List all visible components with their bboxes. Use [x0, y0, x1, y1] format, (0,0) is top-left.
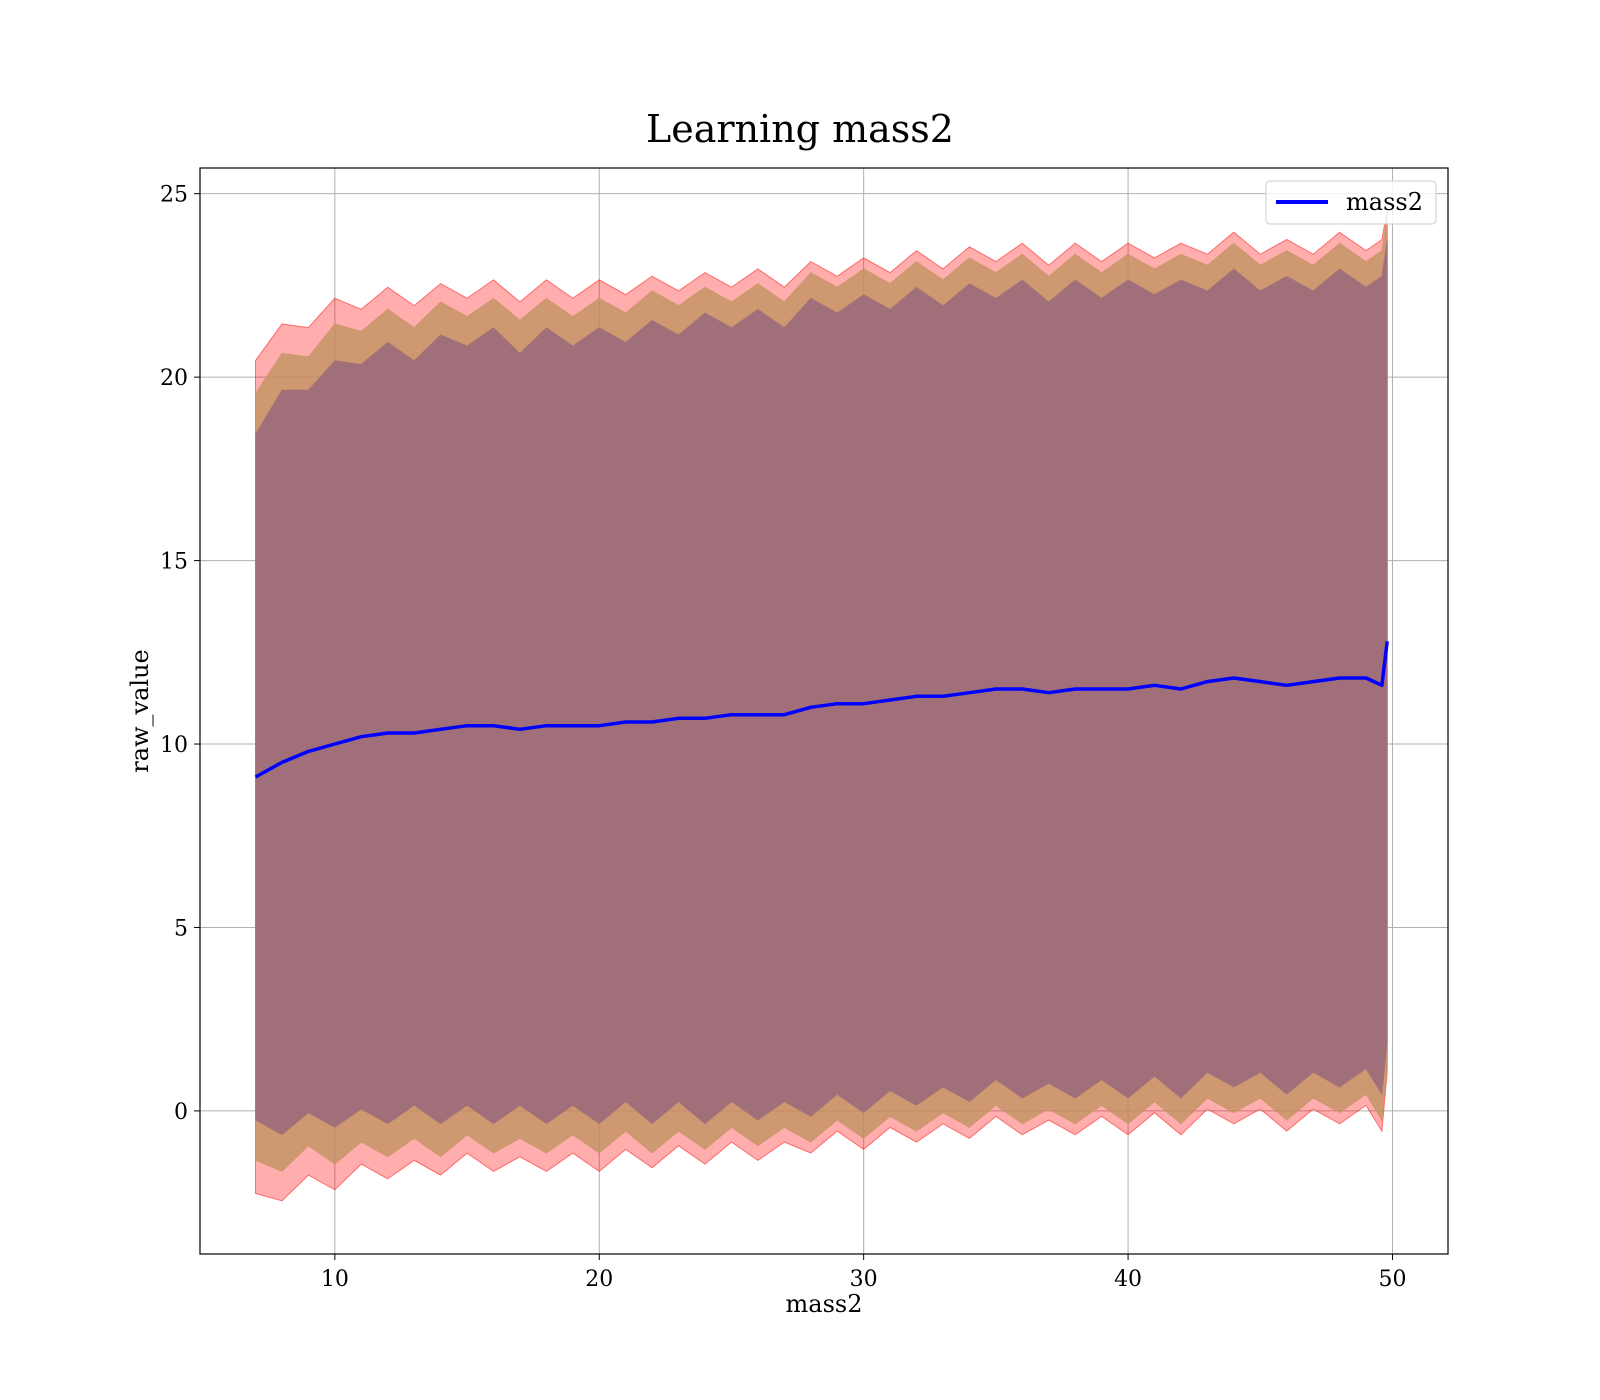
y-tick-label: 15: [160, 550, 188, 575]
legend-label-mass2: mass2: [1346, 188, 1423, 216]
x-tick-label: 40: [1114, 1267, 1142, 1292]
x-tick-label: 20: [585, 1267, 613, 1292]
x-axis-ticks: 10 20 30 40 50: [321, 1254, 1406, 1292]
y-tick-label: 5: [174, 916, 188, 941]
y-tick-label: 20: [160, 366, 188, 391]
y-tick-label: 25: [160, 183, 188, 208]
legend-box: [1265, 180, 1437, 225]
series-line-mass2: [254, 641, 1389, 779]
y-tick-label: 10: [160, 733, 188, 758]
series-lines: [254, 641, 1389, 779]
legend: mass2: [1265, 180, 1437, 225]
y-axis-ticks: 0 5 10 15 20 25: [160, 183, 200, 1125]
y-axis-label: raw_value: [126, 649, 154, 773]
x-tick-label: 10: [321, 1267, 349, 1292]
x-tick-label: 50: [1378, 1267, 1406, 1292]
x-axis-label: mass2: [786, 1290, 863, 1318]
band-inner: [255, 239, 1388, 1136]
chart-title: Learning mass2: [646, 107, 954, 151]
x-tick-label: 30: [850, 1267, 878, 1292]
plot-frame: [199, 167, 1449, 1255]
y-tick-label: 0: [174, 1100, 188, 1125]
